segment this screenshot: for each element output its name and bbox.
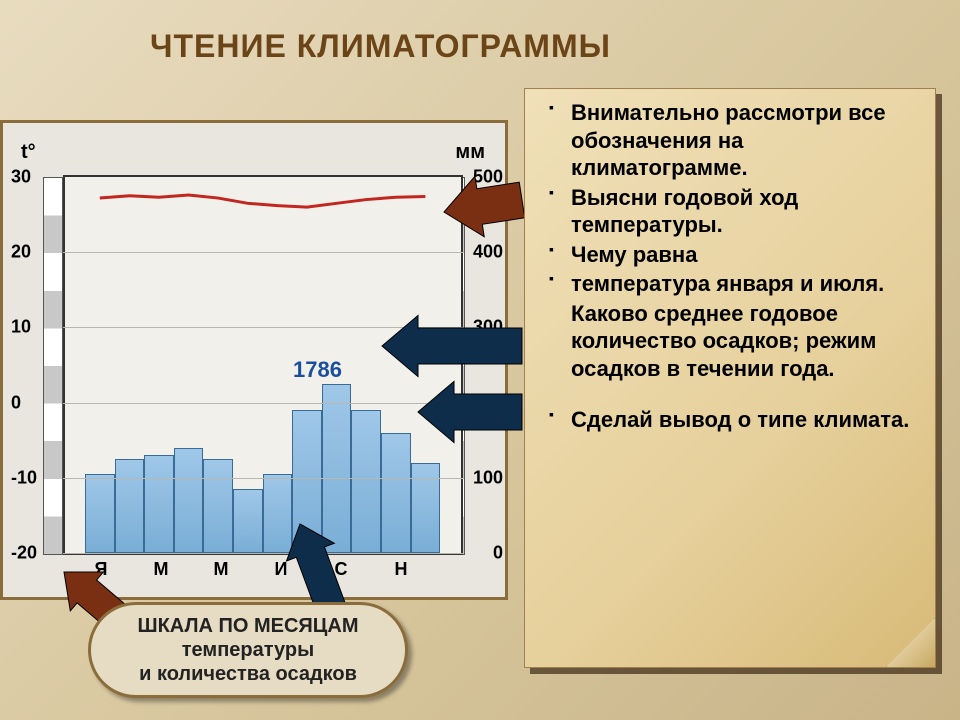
climograph-panel: t° мм 1786 3020100-10-205004003002001000… — [0, 120, 508, 600]
left-tick: 10 — [11, 317, 31, 338]
right-tick: 100 — [473, 467, 503, 488]
left-tick: 30 — [11, 167, 31, 188]
precip-bar — [203, 459, 233, 553]
precip-bar — [85, 474, 115, 553]
page-title: ЧТЕНИЕ КЛИМАТОГРАММЫ — [150, 28, 611, 65]
gridline — [63, 478, 463, 479]
left-tick: -10 — [11, 467, 37, 488]
bars-container — [85, 175, 441, 553]
instruction-item: Чему равна — [549, 241, 921, 269]
month-label: М — [214, 559, 229, 580]
callout-line2: температуры — [182, 638, 314, 662]
month-label: М — [154, 559, 169, 580]
right-tick: 400 — [473, 242, 503, 263]
scale-callout: ШКАЛА ПО МЕСЯЦАМ температуры и количеств… — [88, 602, 408, 698]
instructions-box: Внимательно рассмотри все обозначения на… — [524, 88, 936, 668]
month-label: Н — [395, 559, 408, 580]
temp-axis-label: t° — [21, 141, 36, 164]
month-label: С — [335, 559, 348, 580]
right-tick: 0 — [493, 543, 503, 564]
annual-precip-label: 1786 — [293, 357, 342, 383]
callout-line3: и количества осадков — [139, 662, 357, 686]
gridline — [63, 403, 463, 404]
gridline — [63, 553, 463, 554]
precip-bar — [115, 459, 145, 553]
instruction-item: температура января и июля. — [549, 270, 921, 298]
page-curl-icon — [886, 618, 935, 667]
right-tick: 300 — [473, 317, 503, 338]
callout-line1: ШКАЛА ПО МЕСЯЦАМ — [137, 614, 358, 638]
gridline — [63, 252, 463, 253]
month-label: Я — [95, 559, 108, 580]
gridline — [63, 327, 463, 328]
precip-bar — [322, 384, 352, 553]
precip-bar — [263, 474, 293, 553]
precip-bar — [292, 410, 322, 553]
instruction-item: Сделай вывод о типе климата. — [549, 406, 921, 434]
left-scale-bar — [43, 177, 63, 555]
right-tick: 200 — [473, 392, 503, 413]
left-tick: 0 — [11, 392, 21, 413]
right-tick: 500 — [473, 167, 503, 188]
precip-bar — [411, 463, 441, 553]
precip-bar — [381, 433, 411, 553]
instruction-item: Выясни годовой ход температуры. — [549, 184, 921, 239]
month-label: И — [275, 559, 288, 580]
instruction-item: Каково среднее годовое количество осадко… — [549, 300, 921, 383]
left-tick: 20 — [11, 242, 31, 263]
precip-bar — [144, 455, 174, 553]
instruction-item: Внимательно рассмотри все обозначения на… — [549, 99, 921, 182]
precip-bar — [233, 489, 263, 553]
precip-bar — [351, 410, 381, 553]
precip-axis-label: мм — [455, 141, 485, 164]
precip-bar — [174, 448, 204, 553]
left-tick: -20 — [11, 543, 37, 564]
